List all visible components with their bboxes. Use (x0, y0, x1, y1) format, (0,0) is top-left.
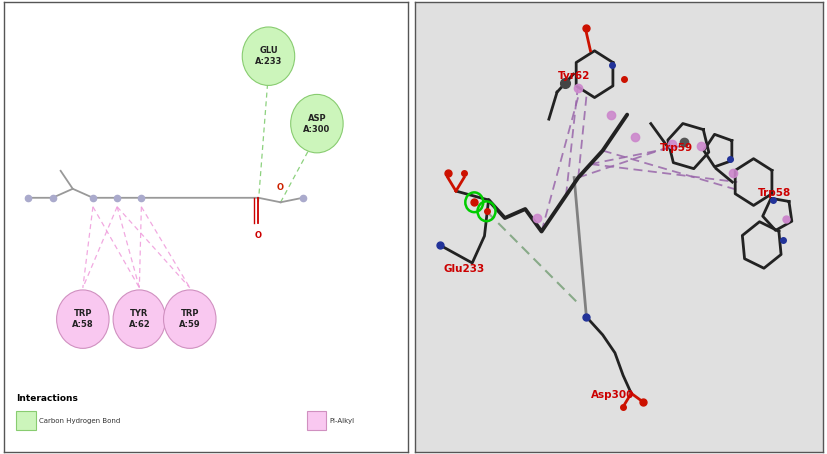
Text: Interactions: Interactions (17, 394, 78, 403)
Circle shape (56, 290, 109, 348)
Text: TRP
A:58: TRP A:58 (72, 309, 93, 329)
Text: TYR
A:62: TYR A:62 (128, 309, 151, 329)
Text: GLU
A:233: GLU A:233 (255, 46, 282, 66)
Text: Trp59: Trp59 (660, 143, 693, 153)
Text: Asp300: Asp300 (590, 390, 633, 400)
Text: Carbon Hydrogen Bond: Carbon Hydrogen Bond (39, 418, 120, 424)
FancyBboxPatch shape (17, 411, 36, 430)
Text: TRP
A:59: TRP A:59 (179, 309, 201, 329)
Text: Tyr62: Tyr62 (558, 71, 590, 81)
Circle shape (242, 27, 294, 85)
Circle shape (290, 94, 343, 153)
Circle shape (113, 290, 165, 348)
FancyBboxPatch shape (307, 411, 326, 430)
Text: Trp58: Trp58 (758, 188, 791, 197)
Text: Pi-Alkyl: Pi-Alkyl (329, 418, 355, 424)
Text: ASP
A:300: ASP A:300 (304, 114, 331, 133)
Text: Glu233: Glu233 (444, 264, 485, 274)
Text: O: O (277, 183, 284, 192)
Text: O: O (255, 232, 262, 241)
Circle shape (164, 290, 216, 348)
